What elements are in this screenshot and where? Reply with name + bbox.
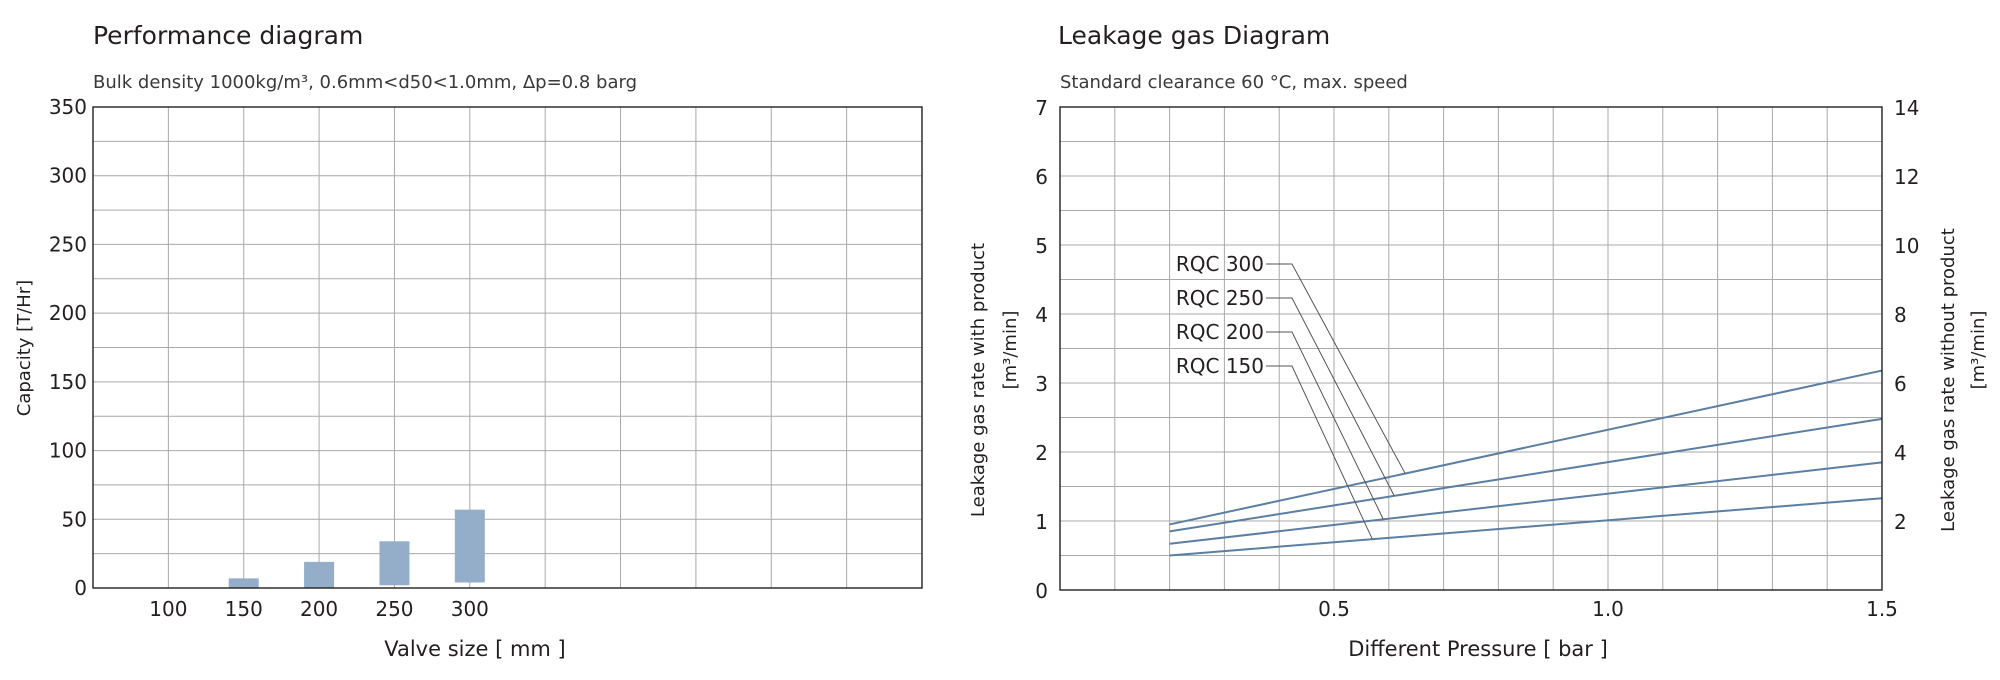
series-label: RQC 300 — [1176, 252, 1264, 276]
leader-line — [1266, 331, 1384, 520]
y-tick-label: 300 — [49, 164, 87, 188]
y2-tick-label: 2 — [1894, 510, 1907, 534]
leader-line — [1266, 297, 1395, 497]
y-tick-label: 5 — [1035, 234, 1048, 258]
performance-subtitle: Bulk density 1000kg/m³, 0.6mm<d50<1.0mm,… — [93, 72, 637, 93]
y-tick-label: 0 — [1035, 579, 1048, 603]
leakage-y-unit: [m³/min] — [1000, 311, 1021, 390]
performance-title: Performance diagram — [93, 21, 363, 50]
y-tick-label: 150 — [49, 370, 87, 394]
bar — [454, 509, 485, 583]
y2-tick-label: 4 — [1894, 441, 1907, 465]
series-label: RQC 250 — [1176, 286, 1264, 310]
x-tick-label: 1.5 — [1866, 597, 1898, 621]
series-label: RQC 150 — [1176, 354, 1264, 378]
leakage-title: Leakage gas Diagram — [1058, 21, 1330, 50]
bar — [228, 578, 259, 588]
y2-tick-label: 14 — [1894, 96, 1919, 120]
performance-bars — [228, 509, 485, 588]
bar — [304, 561, 335, 588]
performance-x-label: Valve size [ mm ] — [384, 637, 566, 661]
series-line — [1169, 497, 1883, 557]
leakage-chart: Leakage gas Diagram Standard clearance 6… — [968, 21, 1989, 661]
leakage-y-ticks: 0 1 2 3 4 5 6 7 — [1035, 96, 1048, 603]
x-tick-label: 100 — [149, 597, 187, 621]
y-tick-label: 3 — [1035, 372, 1048, 396]
y-tick-label: 2 — [1035, 441, 1048, 465]
series-line — [1169, 369, 1883, 526]
x-tick-label: 200 — [300, 597, 338, 621]
leakage-lines — [1169, 369, 1883, 557]
leakage-y2-ticks: 2 4 6 8 10 12 14 — [1894, 96, 1919, 534]
x-tick-label: 250 — [375, 597, 413, 621]
series-label: RQC 200 — [1176, 320, 1264, 344]
x-tick-label: 300 — [451, 597, 489, 621]
y-tick-label: 0 — [74, 576, 87, 600]
y-tick-label: 250 — [49, 232, 87, 256]
y-tick-label: 350 — [49, 95, 87, 119]
leakage-y2-unit: [m³/min] — [1968, 311, 1989, 390]
leakage-x-label: Different Pressure [ bar ] — [1348, 637, 1608, 661]
leakage-leaders: RQC 300 RQC 250 RQC 200 RQC 150 — [1176, 252, 1406, 540]
leakage-x-ticks: 0.5 1.0 1.5 — [1318, 597, 1898, 621]
x-tick-label: 1.0 — [1592, 597, 1624, 621]
leader-line — [1266, 263, 1406, 474]
series-line — [1169, 417, 1883, 533]
leakage-subtitle: Standard clearance 60 °C, max. speed — [1060, 72, 1408, 93]
y2-tick-label: 8 — [1894, 303, 1907, 327]
y2-tick-label: 6 — [1894, 372, 1907, 396]
y-tick-label: 1 — [1035, 510, 1048, 534]
y-tick-label: 100 — [49, 439, 87, 463]
bar — [379, 541, 410, 586]
performance-chart: Performance diagram Bulk density 1000kg/… — [14, 21, 923, 661]
y2-tick-label: 12 — [1894, 165, 1919, 189]
y-tick-label: 7 — [1035, 96, 1048, 120]
leakage-plot-frame — [1059, 106, 1883, 591]
y-tick-label: 4 — [1035, 303, 1048, 327]
leakage-y-label: Leakage gas rate with product — [968, 243, 989, 517]
x-tick-label: 0.5 — [1318, 597, 1350, 621]
leakage-grid — [1060, 107, 1882, 590]
performance-plot-frame — [92, 106, 923, 589]
series-line — [1169, 461, 1883, 545]
performance-y-ticks: 0 50 100 150 200 250 300 350 — [49, 95, 87, 600]
y-tick-label: 6 — [1035, 165, 1048, 189]
leakage-y2-label: Leakage gas rate without product — [1938, 228, 1959, 532]
x-tick-label: 150 — [225, 597, 263, 621]
performance-grid — [93, 107, 922, 588]
y-tick-label: 200 — [49, 301, 87, 325]
leader-line — [1266, 365, 1373, 540]
y-tick-label: 50 — [62, 507, 87, 531]
performance-x-ticks: 100 150 200 250 300 — [149, 597, 489, 621]
y2-tick-label: 10 — [1894, 234, 1919, 258]
performance-y-label: Capacity [T/Hr] — [14, 280, 35, 416]
